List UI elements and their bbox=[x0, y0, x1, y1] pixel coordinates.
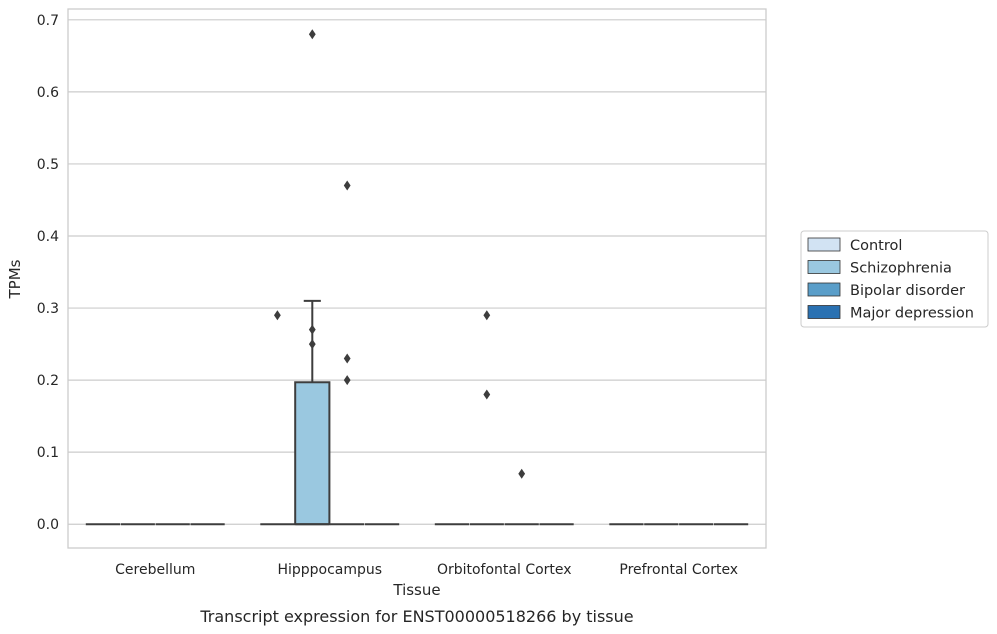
outlier-point bbox=[483, 389, 491, 400]
legend-label: Major depression bbox=[850, 306, 974, 322]
x-tick-label: Cerebellum bbox=[115, 562, 195, 578]
y-tick-label: 0.2 bbox=[37, 373, 59, 389]
y-tick-label: 0.0 bbox=[37, 517, 59, 533]
legend-label: Control bbox=[850, 238, 902, 254]
legend-swatch bbox=[807, 260, 841, 274]
y-tick-label: 0.5 bbox=[37, 157, 59, 173]
y-tick-label: 0.3 bbox=[37, 301, 59, 317]
x-axis-ticks: Cerebellum Hipppocampus Orbitofontal Corte… bbox=[115, 562, 738, 578]
boxes bbox=[85, 299, 749, 526]
outlier-point bbox=[343, 180, 351, 191]
x-axis-label: Tissue bbox=[392, 581, 440, 599]
outlier-point bbox=[274, 310, 281, 321]
x-tick-label: Orbitofontal Cortex bbox=[437, 562, 572, 578]
outlier-point bbox=[518, 468, 526, 479]
legend-label: Schizophrenia bbox=[850, 261, 952, 277]
legend-label: Bipolar disorder bbox=[850, 283, 965, 299]
y-tick-label: 0.1 bbox=[37, 445, 59, 461]
outlier-point bbox=[483, 310, 491, 321]
x-tick-label: Hipppocampus bbox=[277, 562, 382, 578]
legend-swatch bbox=[807, 305, 841, 319]
plot-area-frame bbox=[67, 8, 767, 549]
y-tick-label: 0.4 bbox=[37, 229, 59, 245]
y-axis-ticks: 0.0 0.1 0.2 0.3 0.4 0.5 0.6 0.7 bbox=[37, 13, 59, 533]
y-axis-label: TPMs bbox=[6, 259, 24, 299]
legend-swatch bbox=[807, 237, 841, 252]
y-tick-label: 0.7 bbox=[37, 13, 59, 29]
outlier-point bbox=[343, 375, 351, 386]
legend: Control Schizophrenia Bipolar disorder Majo… bbox=[800, 230, 989, 328]
outlier-point bbox=[308, 324, 316, 335]
chart-caption: Transcript expression for ENST0000051826… bbox=[199, 607, 633, 626]
outlier-point bbox=[343, 353, 351, 364]
outliers bbox=[274, 29, 526, 479]
gridlines bbox=[68, 19, 766, 525]
legend-swatch bbox=[807, 282, 841, 297]
x-tick-label: Prefrontal Cortex bbox=[619, 562, 738, 578]
legend-frame bbox=[800, 230, 989, 328]
box-rect bbox=[294, 381, 331, 526]
outlier-point bbox=[308, 29, 316, 40]
outlier-point bbox=[308, 339, 316, 350]
y-tick-label: 0.6 bbox=[37, 85, 59, 101]
